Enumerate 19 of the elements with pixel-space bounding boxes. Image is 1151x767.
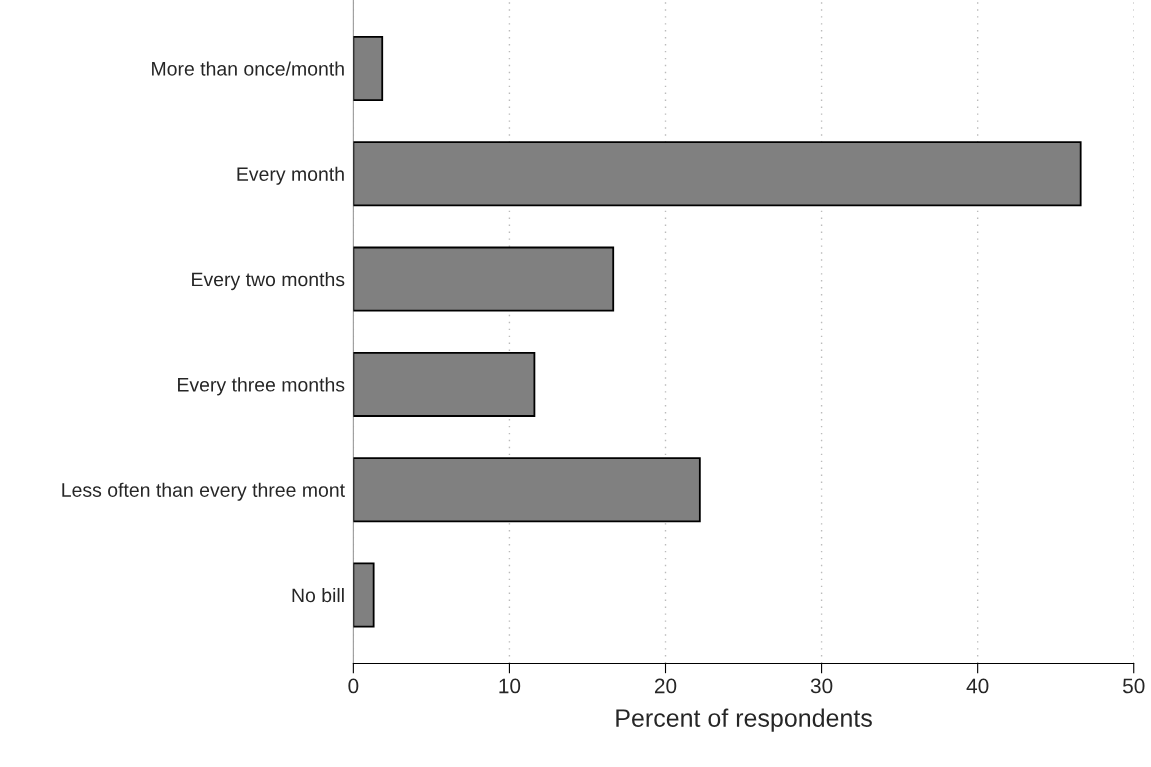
bar bbox=[353, 141, 1082, 207]
y-tick-label: Every three months bbox=[178, 377, 345, 396]
bar bbox=[353, 246, 615, 312]
y-tick-label: More than once/month bbox=[152, 61, 344, 76]
x-tick-label: 20 bbox=[654, 678, 677, 694]
x-tick-label: 10 bbox=[499, 678, 521, 694]
x-tick-label: 0 bbox=[348, 678, 359, 694]
bar bbox=[353, 351, 536, 417]
bar bbox=[353, 562, 375, 628]
x-tick-label: 50 bbox=[1122, 678, 1145, 694]
bar bbox=[353, 457, 701, 523]
y-tick-label: Every month bbox=[237, 166, 344, 185]
x-tick-label: 40 bbox=[966, 678, 989, 694]
y-tick-label: Every two months bbox=[192, 272, 345, 291]
x-axis-title: Percent of respondents bbox=[616, 708, 872, 732]
y-tick-label: No bill bbox=[292, 587, 344, 603]
bar bbox=[353, 35, 384, 101]
y-tick-label: Less often than every three mont bbox=[62, 482, 345, 501]
x-tick-label: 30 bbox=[810, 678, 833, 694]
